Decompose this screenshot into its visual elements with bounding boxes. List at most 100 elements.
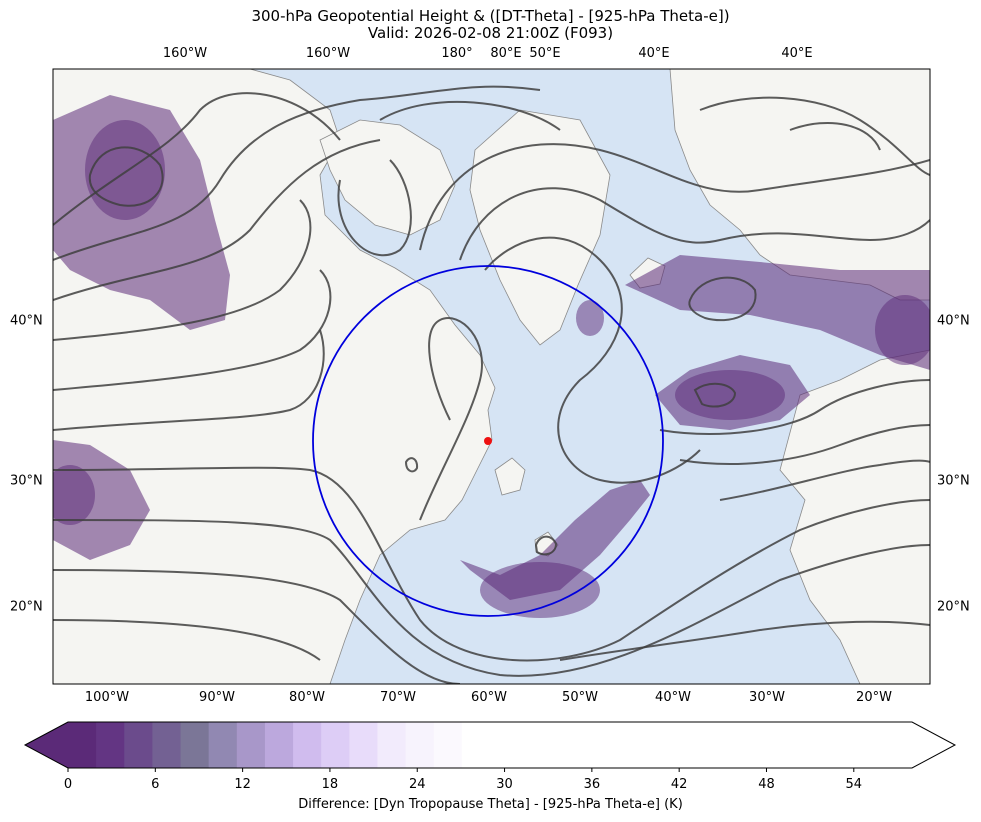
colorbar-cell (152, 722, 182, 768)
colorbar-tick-label: 12 (234, 777, 251, 792)
shading-core-east (675, 370, 785, 420)
colorbar-tick-label: 42 (670, 777, 688, 792)
colorbar-cell (377, 722, 407, 768)
height-contour (404, 457, 419, 473)
axis-label: 60°W (471, 690, 507, 705)
colorbar-tick-label: 0 (63, 777, 73, 792)
colorbar-tick-label: 6 (151, 777, 160, 792)
colorbar-cell (180, 722, 210, 768)
height-contour (534, 535, 558, 556)
colorbar-cell (855, 722, 885, 768)
height-contour (53, 139, 381, 301)
height-contour (559, 620, 930, 661)
colorbar-cells (68, 722, 913, 768)
colorbar-cell (518, 722, 547, 768)
height-contour (379, 100, 561, 131)
colorbar-cell (686, 722, 716, 768)
colorbar-cell (827, 722, 857, 768)
colorbar (23, 721, 957, 772)
axis-label: 40°E (638, 46, 670, 61)
colorbar-cell (574, 722, 604, 768)
axis-label: 40°W (655, 690, 691, 705)
arctic-islands (319, 119, 456, 236)
colorbar-cell (799, 722, 829, 768)
colorbar-cell (349, 722, 379, 768)
colorbar-tick-marks (67, 768, 855, 772)
colorbar-tick-label: 30 (496, 777, 513, 792)
colorbar-tick-label: 18 (321, 777, 339, 792)
colorbar-cell (293, 722, 322, 768)
axis-label: 160°W (162, 46, 208, 61)
newfoundland-land (494, 457, 526, 496)
height-contour (337, 159, 412, 257)
colorbar-tick-label: 54 (845, 777, 863, 792)
height-contour (53, 92, 341, 226)
shading-core-nw (85, 120, 165, 220)
colorbar-min-extend (25, 722, 68, 768)
height-contour (789, 122, 881, 151)
shading-core-greenland (576, 300, 604, 336)
colorbar-cell (405, 722, 435, 768)
colorbar-cell (433, 722, 463, 768)
colorbar-cell (96, 722, 125, 768)
colorbar-cell (124, 722, 153, 768)
europe-africa-land (779, 349, 930, 684)
colorbar-cell (208, 722, 238, 768)
height-contour (419, 317, 483, 521)
colorbar-cell (743, 722, 772, 768)
colorbar-label: Difference: [Dyn Tropopause Theta] - [92… (298, 797, 683, 812)
center-point (484, 437, 492, 445)
colorbar-cell (602, 722, 632, 768)
axis-label: 50°E (529, 46, 561, 61)
colorbar-tick-label: 24 (408, 777, 426, 792)
colorbar-max-extend (912, 722, 955, 768)
axis-label: 20°N (937, 599, 970, 615)
height-contour (88, 146, 164, 207)
axis-label: 70°W (380, 690, 416, 705)
axis-label: 80°W (289, 690, 325, 705)
axis-label: 40°N (937, 313, 970, 329)
figure-title: 300-hPa Geopotential Height & ([DT-Theta… (251, 7, 730, 25)
shading-core-west (53, 465, 95, 525)
colorbar-cell (490, 722, 519, 768)
axis-label: 80°E (490, 46, 522, 61)
map-panel (53, 69, 930, 684)
axis-label: 30°W (749, 690, 785, 705)
height-contour (699, 96, 930, 176)
axis-label: 30°N (937, 473, 970, 489)
height-contour (419, 143, 930, 251)
shading-core-ne (875, 295, 930, 365)
axis-label: 180° (441, 46, 473, 61)
colorbar-cell (461, 722, 491, 768)
height-contour (459, 187, 930, 261)
colorbar-tick-label: 36 (583, 777, 601, 792)
shading-northeast (625, 255, 930, 370)
colorbar-cell (264, 722, 294, 768)
axis-label: 30°N (10, 473, 43, 489)
colorbar-cell (715, 722, 744, 768)
colorbar-cell (546, 722, 575, 768)
shading-core-south (480, 562, 600, 618)
colorbar-cell (68, 722, 97, 768)
height-contour (53, 85, 541, 261)
height-contour (693, 382, 737, 408)
height-contour (53, 466, 930, 662)
figure-subtitle: Valid: 2026-02-08 21:00Z (F093) (367, 24, 614, 42)
height-contour (53, 269, 332, 391)
greenland-land (469, 109, 611, 346)
colorbar-cell (321, 722, 350, 768)
height-contour (679, 424, 930, 465)
height-contour (53, 329, 325, 431)
axis-label: 160°W (305, 46, 351, 61)
height-contour (688, 276, 757, 322)
colorbar-cell (771, 722, 801, 768)
axis-label: 20°W (856, 690, 892, 705)
axis-label: 40°E (781, 46, 813, 61)
axis-label: 20°N (10, 599, 43, 615)
axis-label: 100°W (84, 690, 130, 705)
height-contour (53, 569, 461, 684)
height-contour (719, 459, 930, 501)
height-contours (53, 85, 930, 684)
height-contour (659, 379, 930, 435)
colorbar-cell (883, 722, 913, 768)
